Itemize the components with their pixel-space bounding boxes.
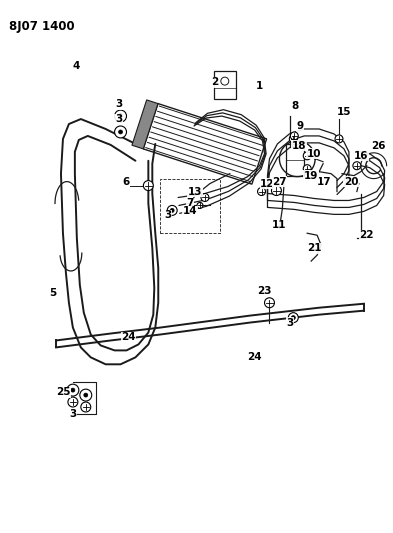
- Circle shape: [221, 77, 229, 85]
- Text: 22: 22: [360, 230, 374, 240]
- Text: 11: 11: [272, 220, 286, 230]
- Text: 20: 20: [343, 176, 358, 187]
- Text: 27: 27: [272, 176, 287, 187]
- Text: 1: 1: [256, 82, 263, 91]
- Text: 8J07 1400: 8J07 1400: [9, 20, 75, 33]
- Circle shape: [353, 161, 361, 169]
- Circle shape: [119, 130, 123, 134]
- Text: 3: 3: [165, 211, 172, 220]
- Circle shape: [84, 393, 88, 397]
- Text: 23: 23: [257, 286, 272, 296]
- Circle shape: [264, 298, 274, 308]
- Text: 5: 5: [50, 288, 57, 298]
- Circle shape: [291, 316, 295, 320]
- Text: 24: 24: [121, 333, 136, 343]
- Text: 26: 26: [371, 141, 386, 151]
- Text: 18: 18: [292, 141, 307, 151]
- Circle shape: [289, 135, 297, 143]
- Circle shape: [80, 389, 92, 401]
- Text: 15: 15: [337, 107, 351, 117]
- Circle shape: [81, 402, 91, 412]
- Text: 19: 19: [304, 171, 318, 181]
- Bar: [160, 179, 220, 233]
- Text: 17: 17: [317, 176, 331, 187]
- Circle shape: [288, 313, 298, 322]
- Circle shape: [71, 388, 75, 392]
- Circle shape: [167, 205, 177, 215]
- Text: 25: 25: [56, 387, 70, 397]
- Text: 24: 24: [247, 352, 262, 362]
- Text: 3: 3: [287, 318, 294, 328]
- Circle shape: [143, 181, 153, 190]
- Circle shape: [68, 397, 78, 407]
- Text: 10: 10: [307, 149, 321, 159]
- Text: 21: 21: [307, 243, 321, 253]
- Text: 3: 3: [115, 99, 122, 109]
- Text: 12: 12: [260, 179, 275, 189]
- Circle shape: [303, 152, 311, 160]
- Circle shape: [67, 384, 79, 396]
- Text: 7: 7: [186, 198, 194, 208]
- Text: 16: 16: [354, 151, 368, 161]
- Circle shape: [201, 193, 209, 201]
- Text: 3: 3: [69, 409, 77, 419]
- Circle shape: [272, 185, 281, 196]
- Circle shape: [119, 114, 123, 118]
- Circle shape: [115, 110, 127, 122]
- Circle shape: [290, 132, 298, 140]
- Circle shape: [335, 135, 343, 143]
- Text: 2: 2: [211, 77, 219, 87]
- Bar: [286, 144, 304, 176]
- Text: 14: 14: [183, 206, 197, 216]
- Text: 9: 9: [297, 121, 304, 131]
- Bar: [214, 71, 236, 99]
- Circle shape: [257, 188, 266, 196]
- Text: 13: 13: [188, 187, 202, 197]
- Circle shape: [303, 165, 311, 173]
- Text: 6: 6: [122, 176, 129, 187]
- Text: 3: 3: [115, 114, 122, 124]
- Text: 4: 4: [72, 61, 79, 71]
- Circle shape: [115, 126, 127, 138]
- Text: 8: 8: [292, 101, 299, 111]
- Bar: [132, 100, 158, 149]
- Bar: [143, 103, 266, 184]
- Circle shape: [170, 208, 174, 212]
- Circle shape: [197, 203, 203, 208]
